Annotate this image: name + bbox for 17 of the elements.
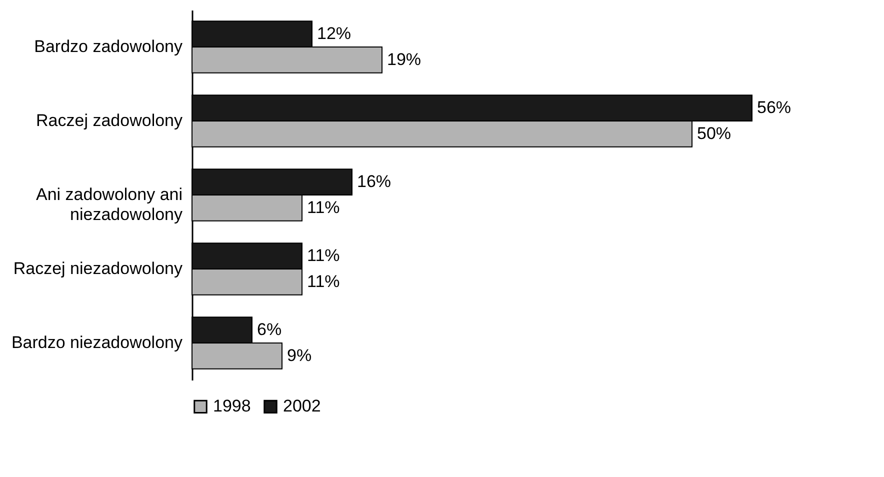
data-label: 9% — [287, 346, 312, 365]
data-label: 11% — [307, 198, 340, 217]
data-label: 19% — [387, 50, 422, 69]
y-tick-label: Raczej niezadowolony — [13, 259, 183, 278]
data-label: 50% — [697, 124, 732, 143]
data-label: 11% — [307, 246, 340, 266]
data-label: 6% — [257, 320, 282, 340]
y-tick-label: Raczej zadowolony — [36, 111, 183, 130]
legend-label: 2002 — [283, 396, 321, 416]
y-tick-label: Bardzo niezadowolony — [11, 333, 183, 352]
data-label: 11% — [307, 272, 340, 291]
legend-label: 1998 — [213, 396, 251, 416]
data-label: 16% — [357, 172, 392, 192]
data-label: 12% — [317, 24, 352, 44]
data-label: 56% — [757, 98, 792, 118]
y-tick-label: Ani zadowolony ani niezadowolony — [36, 185, 183, 224]
y-tick-label: Bardzo zadowolony — [34, 37, 183, 56]
